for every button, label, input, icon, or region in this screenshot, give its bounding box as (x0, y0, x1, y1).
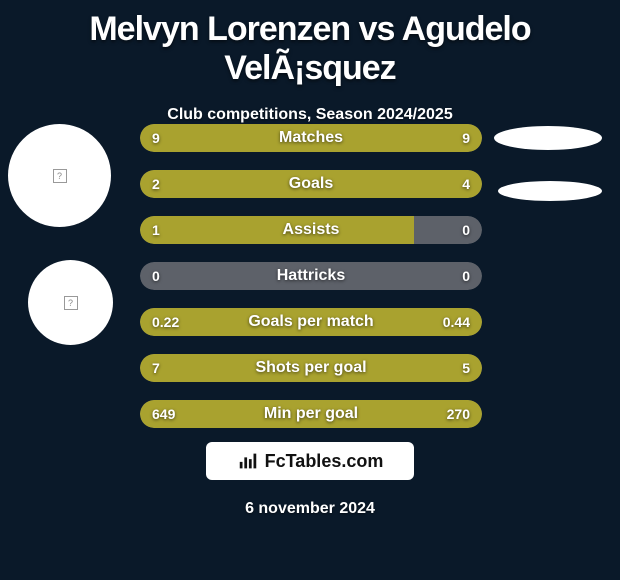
stat-value-left: 0.22 (140, 308, 191, 336)
stat-label: Hattricks (140, 262, 482, 290)
stat-value-left: 0 (140, 262, 172, 290)
stat-row: Min per goal649 270 (140, 400, 482, 428)
stat-value-right: 4 (450, 170, 482, 198)
stat-value-left: 2 (140, 170, 172, 198)
stat-row: Assists1 0 (140, 216, 482, 244)
stat-value-right: 270 (435, 400, 482, 428)
stat-value-right: 0.44 (431, 308, 482, 336)
stat-label: Min per goal (140, 400, 482, 428)
brand-badge: FcTables.com (206, 442, 414, 480)
stat-value-right: 5 (450, 354, 482, 382)
stat-row: Shots per goal7 5 (140, 354, 482, 382)
player-badge-right-1 (494, 126, 602, 150)
stat-row: Goals per match0.220.44 (140, 308, 482, 336)
footer-date: 6 november 2024 (0, 500, 620, 518)
stat-value-right: 9 (450, 124, 482, 152)
chart-icon (237, 450, 259, 472)
stat-row: Matches9 9 (140, 124, 482, 152)
stat-value-left: 1 (140, 216, 172, 244)
page-title: Melvyn Lorenzen vs Agudelo VelÃ¡squez (0, 0, 620, 88)
stat-label: Shots per goal (140, 354, 482, 382)
brand-text: FcTables.com (265, 451, 384, 472)
stat-label: Goals (140, 170, 482, 198)
stat-value-left: 9 (140, 124, 172, 152)
stat-row: Hattricks0 0 (140, 262, 482, 290)
stat-value-right: 0 (450, 262, 482, 290)
stat-value-left: 7 (140, 354, 172, 382)
stat-row: Goals2 4 (140, 170, 482, 198)
stat-label: Assists (140, 216, 482, 244)
stat-value-right: 0 (450, 216, 482, 244)
stat-label: Matches (140, 124, 482, 152)
image-placeholder-icon: ? (64, 296, 78, 310)
player-badge-left-1: ? (8, 124, 111, 227)
page-subtitle: Club competitions, Season 2024/2025 (0, 106, 620, 124)
player-badge-right-2 (498, 181, 602, 201)
stats-chart: Matches99Goals24Assists10Hattricks00Goal… (140, 124, 482, 446)
image-placeholder-icon: ? (53, 169, 67, 183)
player-badge-left-2: ? (28, 260, 113, 345)
stat-value-left: 649 (140, 400, 187, 428)
